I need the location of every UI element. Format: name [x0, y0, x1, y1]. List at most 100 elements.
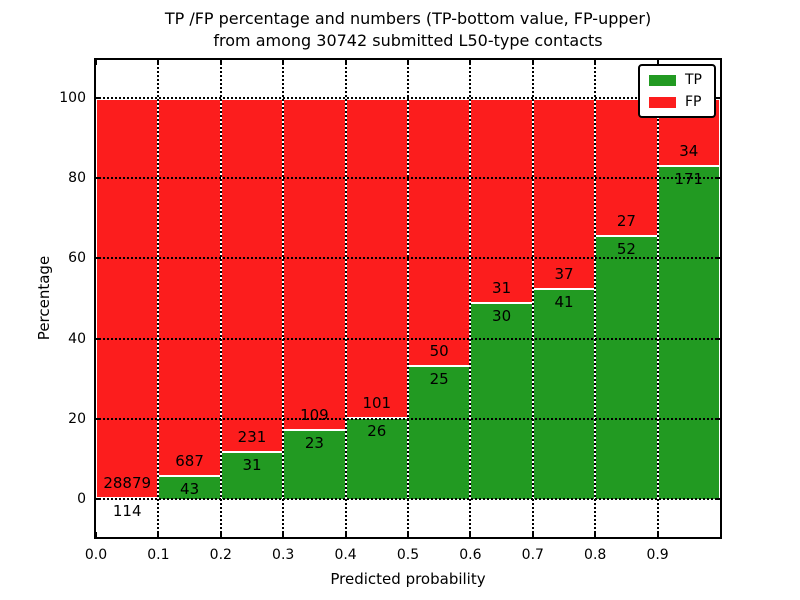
fp-count-label: 101 — [362, 393, 392, 412]
y-tick-label: 40 — [68, 330, 86, 347]
chart-title-line1: TP /FP percentage and numbers (TP-bottom… — [164, 9, 652, 28]
x-tick-label: 0.1 — [147, 547, 170, 563]
bar-fp-segment — [220, 98, 284, 452]
chart-title: TP /FP percentage and numbers (TP-bottom… — [96, 8, 720, 52]
y-axis-label: Percentage — [35, 255, 53, 341]
x-tick-label: 0.2 — [209, 547, 232, 563]
y-tick-right — [715, 177, 720, 180]
bar-tp-segment — [595, 235, 658, 499]
x-axis-label: Predicted probability — [330, 570, 486, 588]
bar-tp-segment — [470, 301, 533, 499]
bar-tp-segment — [532, 288, 596, 499]
x-gridline — [344, 60, 347, 537]
x-gridline — [594, 60, 597, 537]
legend-swatch-fp — [649, 96, 676, 108]
bar-fp-segment — [96, 98, 159, 498]
bar-tp-segment — [283, 429, 346, 499]
x-tick-label: 0.3 — [272, 547, 295, 563]
fp-count-label: 50 — [429, 342, 449, 361]
tp-count-label: 26 — [367, 421, 387, 440]
legend: TP FP — [638, 64, 716, 118]
x-tick-top — [157, 60, 160, 65]
legend-swatch-tp — [649, 74, 676, 86]
x-tick-top — [95, 60, 97, 65]
bar-fp-segment — [532, 98, 596, 289]
x-gridline — [219, 60, 222, 537]
x-tick-bottom — [344, 532, 347, 537]
y-tick-label: 80 — [68, 170, 86, 187]
tp-count-label: 114 — [112, 502, 142, 521]
bar-tp-segment — [220, 451, 284, 499]
x-tick-bottom — [282, 532, 285, 537]
legend-row-fp: FP — [649, 95, 702, 109]
y-tick-left — [96, 257, 101, 260]
bar-fp-segment — [283, 98, 346, 430]
x-tick-top — [469, 60, 472, 65]
y-tick-label: 100 — [59, 90, 86, 107]
x-tick-label: 0.7 — [521, 547, 544, 563]
tp-count-label: 30 — [492, 306, 512, 325]
x-tick-bottom — [531, 532, 534, 537]
y-tick-right — [715, 497, 720, 500]
y-tick-left — [96, 97, 101, 100]
x-gridline — [469, 60, 472, 537]
tp-count-label: 41 — [554, 293, 574, 312]
x-tick-top — [656, 60, 659, 65]
bar-fp-segment — [470, 98, 533, 302]
tp-count-label: 31 — [242, 456, 262, 475]
y-tick-label: 20 — [68, 410, 86, 427]
x-gridline — [407, 60, 409, 537]
y-tick-left — [96, 417, 101, 420]
bar-fp-segment — [408, 98, 471, 366]
y-tick-left — [96, 177, 101, 180]
x-tick-bottom — [157, 532, 160, 537]
fp-count-label: 27 — [616, 212, 636, 231]
y-tick-left — [96, 497, 101, 500]
plot-area: Predicted probability TP FP 28879 114 687 4… — [59, 58, 722, 588]
y-tick-right — [715, 337, 720, 340]
x-tick-label: 0.6 — [459, 547, 482, 563]
tp-count-label: 23 — [304, 434, 324, 453]
fp-count-label: 34 — [679, 141, 699, 160]
tp-count-label: 25 — [429, 370, 449, 389]
bar-tp-segment — [408, 365, 471, 499]
y-tick-right — [715, 417, 720, 420]
x-tick-bottom — [219, 532, 222, 537]
tp-count-label: 43 — [180, 480, 200, 499]
y-tick-label: 60 — [68, 250, 86, 267]
x-tick-label: 0.4 — [334, 547, 357, 563]
x-tick-top — [407, 60, 409, 65]
fp-count-label: 109 — [300, 406, 329, 425]
x-tick-label: 0.5 — [396, 547, 420, 563]
x-tick-label: 0.0 — [84, 547, 108, 563]
x-gridline — [656, 60, 659, 537]
y-tick-right — [715, 97, 720, 100]
y-tick-left — [96, 337, 101, 340]
tp-count-label: 52 — [616, 240, 636, 259]
x-tick-bottom — [407, 532, 409, 537]
fp-count-label: 37 — [554, 265, 574, 284]
x-tick-bottom — [469, 532, 472, 537]
x-tick-top — [282, 60, 285, 65]
chart-title-line2: from among 30742 submitted L50-type cont… — [213, 31, 603, 50]
x-tick-top — [594, 60, 597, 65]
x-gridline — [282, 60, 285, 537]
x-tick-top — [219, 60, 222, 65]
x-tick-label: 0.9 — [646, 547, 669, 563]
legend-row-tp: TP — [649, 73, 702, 87]
x-tick-bottom — [95, 532, 97, 537]
legend-label-tp: TP — [685, 72, 702, 88]
x-tick-label: 0.8 — [584, 547, 607, 563]
y-tick-right — [715, 257, 720, 260]
x-gridline — [531, 60, 534, 537]
fp-count-label: 231 — [237, 428, 267, 447]
legend-label-fp: FP — [685, 94, 702, 110]
x-tick-bottom — [594, 532, 597, 537]
y-tick-label: 0 — [77, 490, 86, 507]
x-gridline — [157, 60, 160, 537]
x-tick-top — [531, 60, 534, 65]
bar-tp-segment — [657, 164, 720, 499]
fp-count-label: 28879 — [103, 474, 152, 493]
bar-fp-segment — [595, 98, 658, 236]
